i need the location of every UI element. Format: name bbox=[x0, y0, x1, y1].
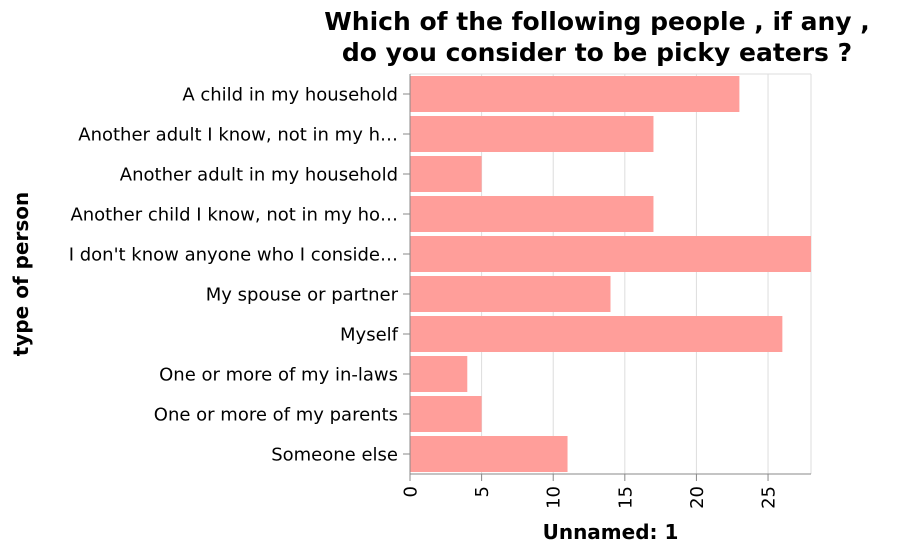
x-tick-label: 0 bbox=[401, 486, 422, 497]
category-label: Another adult I know, not in my h… bbox=[78, 125, 398, 146]
chart-title: Which of the following people , if any ,… bbox=[324, 7, 870, 67]
category-label: My spouse or partner bbox=[206, 285, 399, 306]
category-label: A child in my household bbox=[182, 85, 398, 106]
bar bbox=[410, 396, 482, 432]
bar bbox=[410, 316, 783, 352]
chart-title-line: Which of the following people , if any , bbox=[324, 7, 870, 36]
x-tick-labels: 0 5 10 15 20 25 bbox=[401, 486, 780, 509]
bar bbox=[410, 196, 654, 232]
bar bbox=[410, 436, 568, 472]
category-label: I don't know anyone who I conside… bbox=[69, 245, 398, 266]
bar bbox=[410, 76, 740, 112]
x-tick-label: 10 bbox=[544, 486, 565, 509]
axes bbox=[403, 74, 811, 481]
bar bbox=[410, 356, 468, 392]
bar bbox=[410, 156, 482, 192]
y-axis-title: type of person bbox=[9, 192, 33, 356]
chart-title-line: do you consider to be picky eaters ? bbox=[342, 38, 852, 67]
category-label: Myself bbox=[340, 325, 399, 346]
category-labels: A child in my household Another adult I k… bbox=[69, 85, 399, 466]
category-label: Another adult in my household bbox=[120, 165, 398, 186]
bar bbox=[410, 276, 611, 312]
x-tick-label: 20 bbox=[687, 486, 708, 509]
bar bbox=[410, 236, 811, 272]
x-tick-label: 5 bbox=[472, 486, 493, 497]
category-label: One or more of my in-laws bbox=[159, 365, 398, 386]
category-label: Another child I know, not in my ho… bbox=[70, 205, 398, 226]
x-axis-title: Unnamed: 1 bbox=[543, 520, 679, 544]
x-tick-label: 15 bbox=[615, 486, 636, 509]
bars bbox=[410, 76, 811, 472]
x-tick-label: 25 bbox=[759, 486, 780, 509]
bar bbox=[410, 116, 654, 152]
category-label: One or more of my parents bbox=[154, 405, 398, 426]
category-label: Someone else bbox=[271, 445, 398, 466]
